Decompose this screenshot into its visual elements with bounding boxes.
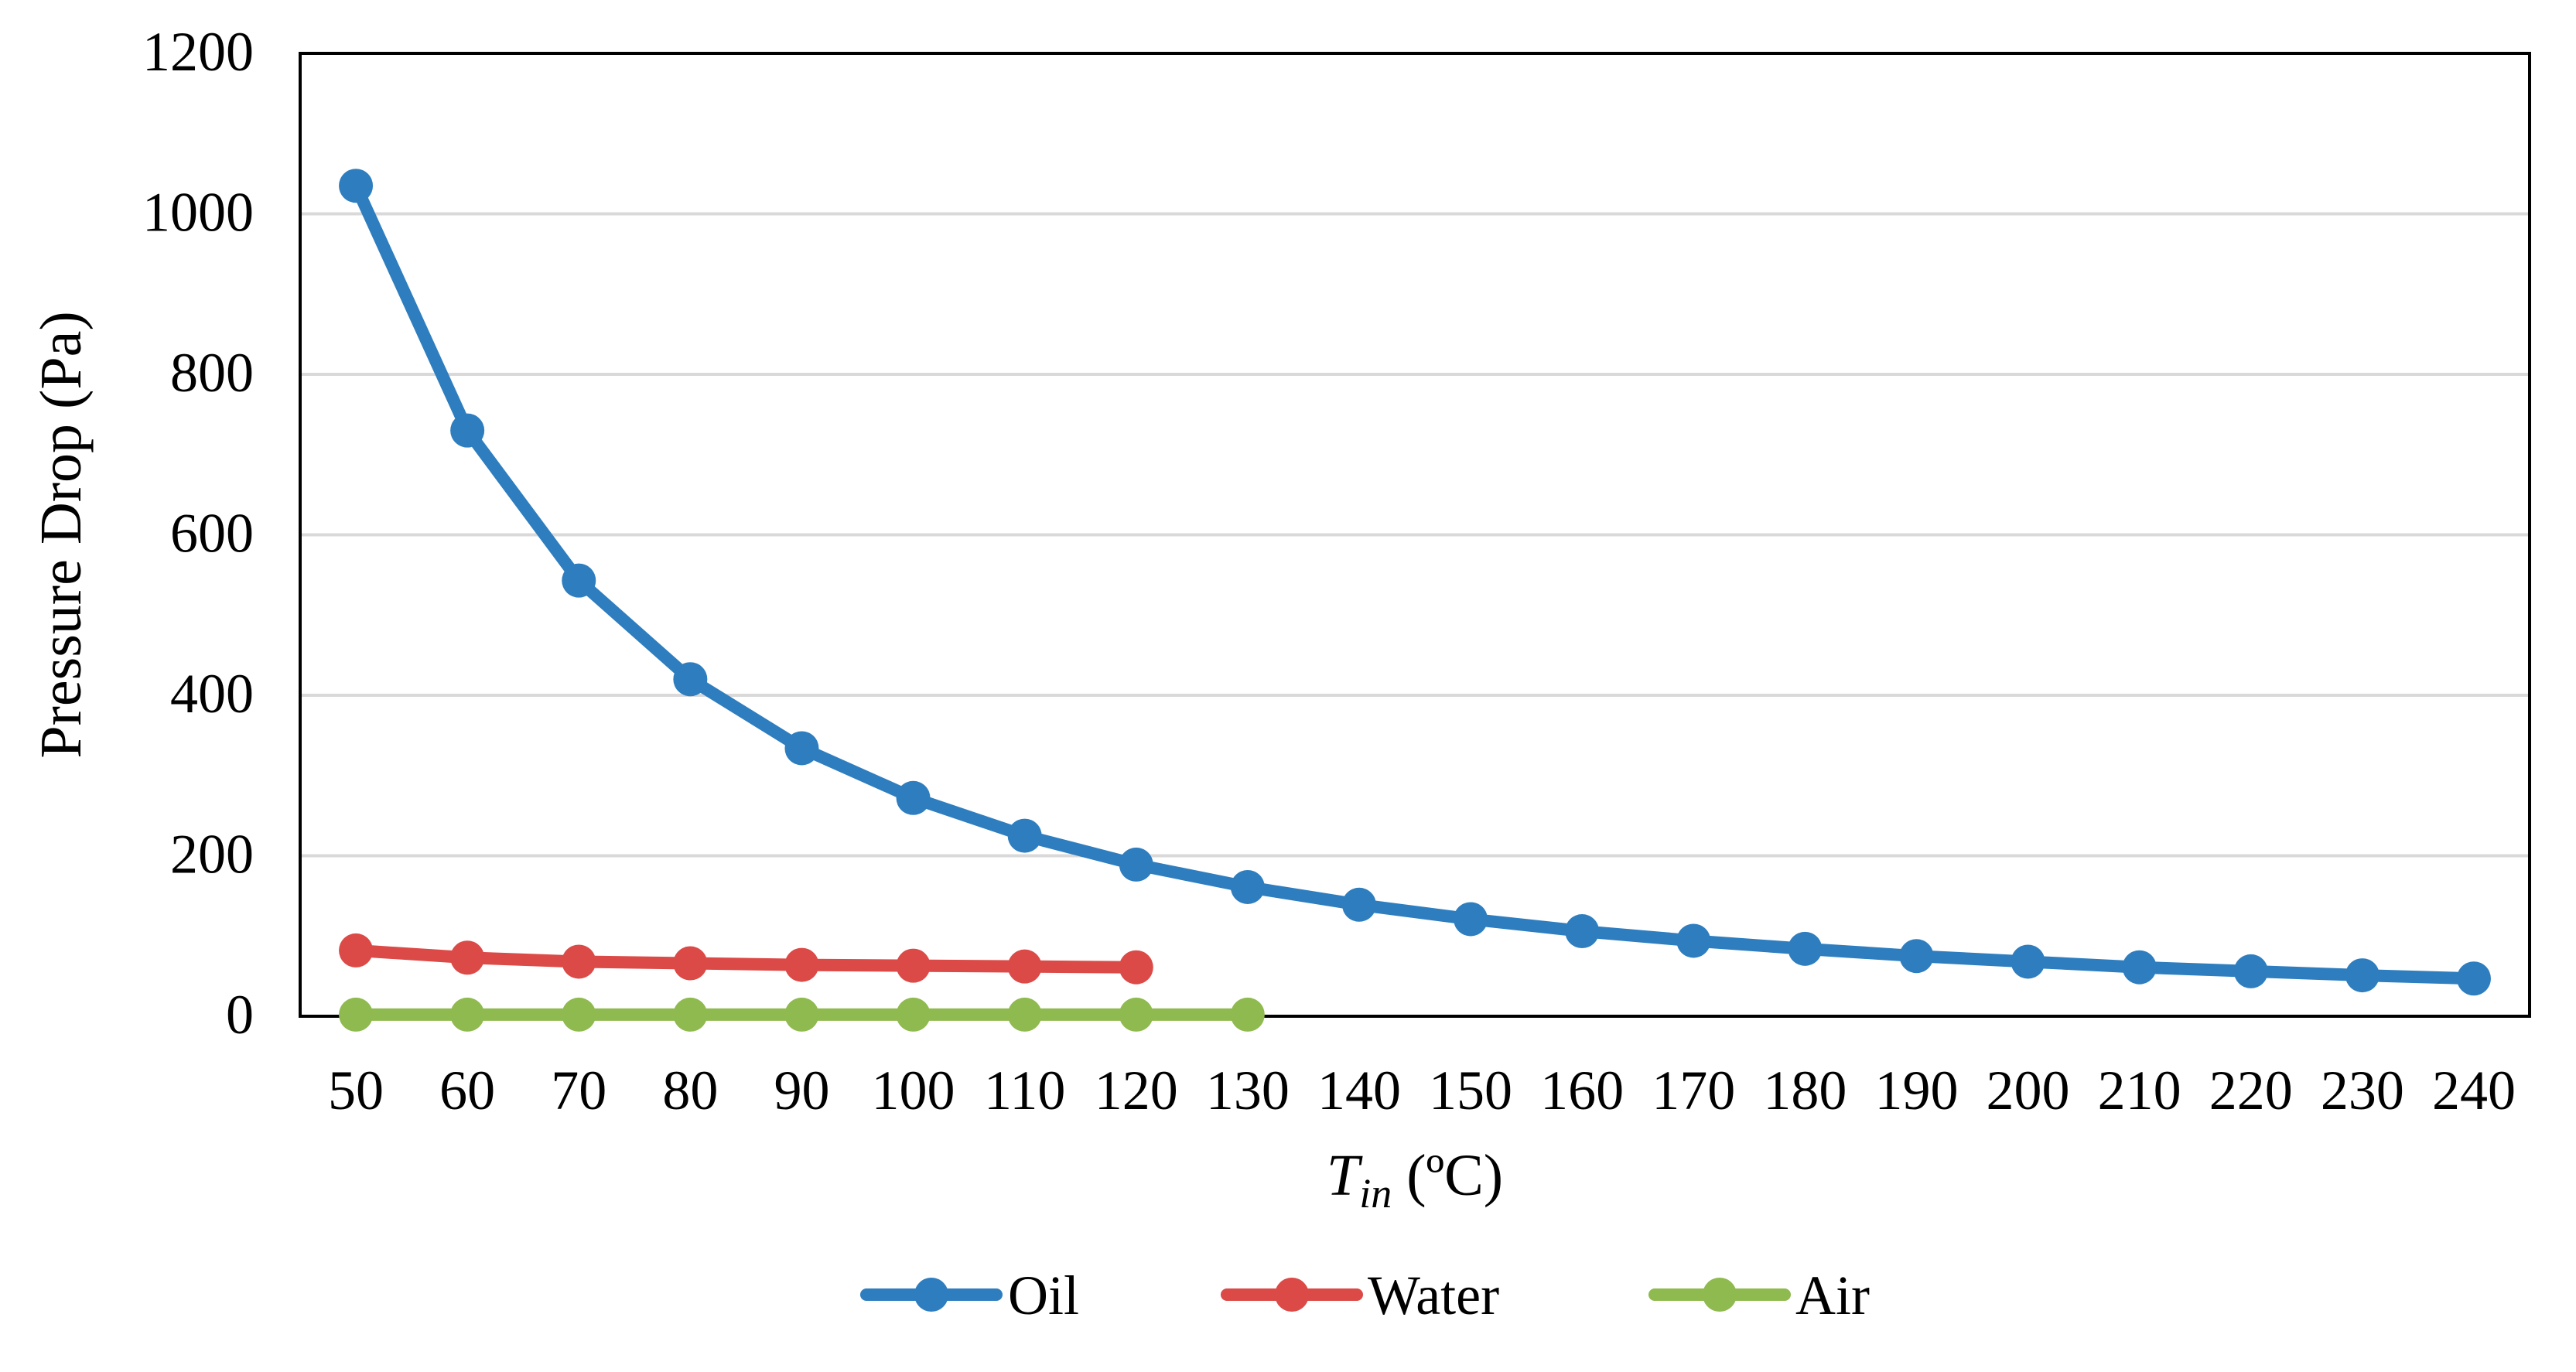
legend-marker-oil (914, 1278, 948, 1312)
legend-label-water: Water (1368, 1264, 1499, 1326)
data-point-oil (2011, 944, 2045, 979)
x-tick-label: 100 (872, 1060, 955, 1121)
data-point-air (339, 997, 374, 1032)
data-point-oil (1676, 923, 1711, 958)
x-tick-label: 130 (1206, 1060, 1290, 1121)
data-point-oil (2233, 954, 2268, 988)
y-tick-label: 0 (226, 984, 254, 1046)
x-tick-label: 60 (439, 1060, 495, 1121)
data-point-oil (2345, 958, 2380, 993)
x-tick-label: 230 (2321, 1060, 2404, 1121)
data-point-air (896, 997, 931, 1032)
series-layer (339, 169, 2491, 1032)
data-point-water (1119, 950, 1153, 985)
data-point-oil (1565, 914, 1600, 949)
data-point-air (450, 997, 485, 1032)
legend-marker-water (1275, 1278, 1309, 1312)
data-point-water (450, 940, 485, 975)
data-point-water (673, 946, 708, 981)
x-axis-title: Tin (ºC) (1327, 1143, 1503, 1217)
data-point-oil (562, 563, 596, 598)
x-tick-label: 210 (2098, 1060, 2181, 1121)
x-axis-title-subscript: in (1359, 1170, 1392, 1217)
data-point-oil (1230, 869, 1265, 904)
plot-area (299, 52, 2531, 1018)
x-tick-label: 50 (328, 1060, 384, 1121)
legend-label-oil: Oil (1008, 1264, 1079, 1326)
x-tick-label: 110 (984, 1060, 1065, 1121)
legend-item-air: Air (1648, 1264, 1870, 1326)
x-tick-label: 70 (551, 1060, 606, 1121)
data-point-oil (1788, 931, 1823, 966)
data-point-oil (450, 413, 485, 448)
x-tick-label: 120 (1095, 1060, 1178, 1121)
y-tick-label: 200 (170, 824, 254, 886)
legend-label-air: Air (1795, 1264, 1870, 1326)
series-air (339, 997, 1265, 1032)
y-tick-label: 1200 (142, 21, 254, 83)
data-point-oil (1341, 887, 1376, 922)
data-point-air (1230, 997, 1265, 1032)
x-axis-title-symbol: T (1327, 1143, 1363, 1208)
data-point-water (784, 947, 819, 982)
x-tick-label: 220 (2209, 1060, 2293, 1121)
x-tick-label: 150 (1429, 1060, 1512, 1121)
data-point-air (1119, 997, 1153, 1032)
y-tick-label: 600 (170, 503, 254, 565)
data-point-air (1007, 997, 1042, 1032)
data-point-air (673, 997, 708, 1032)
x-axis-title-unit: (ºC) (1392, 1143, 1503, 1208)
data-point-water (562, 944, 596, 979)
x-tick-label: 160 (1540, 1060, 1624, 1121)
y-axis-tick-labels: 0 200 400 600 800 1000 1200 (142, 21, 254, 1046)
x-tick-label: 190 (1874, 1060, 1958, 1121)
x-tick-label: 170 (1652, 1060, 1735, 1121)
legend-item-oil: Oil (860, 1264, 1079, 1326)
y-axis-title: Pressure Drop (Pa) (29, 311, 94, 758)
y-tick-label: 400 (170, 663, 254, 725)
x-tick-label: 90 (774, 1060, 829, 1121)
data-point-water (896, 948, 931, 983)
y-tick-label: 1000 (142, 182, 254, 244)
data-point-air (784, 997, 819, 1032)
data-point-oil (2456, 961, 2491, 996)
y-tick-label: 800 (170, 342, 254, 404)
data-point-oil (784, 731, 819, 766)
data-point-water (1007, 949, 1042, 984)
data-point-oil (673, 662, 708, 697)
gridlines (300, 212, 2530, 858)
data-point-oil (1119, 847, 1153, 882)
data-point-water (339, 933, 374, 968)
legend-marker-air (1703, 1278, 1737, 1312)
data-point-air (562, 997, 596, 1032)
x-tick-label: 80 (662, 1060, 718, 1121)
series-line-oil (350, 179, 2480, 985)
x-tick-label: 200 (1987, 1060, 2070, 1121)
data-point-oil (1007, 818, 1042, 853)
series-water (339, 933, 1153, 985)
x-tick-label: 140 (1317, 1060, 1401, 1121)
x-axis-tick-labels: 50 60 70 80 90 100 110 120 130 140 150 160 170 180 190… (328, 1060, 2516, 1121)
data-point-oil (339, 169, 374, 203)
legend: Oil Water Air (860, 1264, 1870, 1326)
data-point-oil (1454, 902, 1488, 937)
legend-item-water: Water (1221, 1264, 1499, 1326)
series-oil (339, 169, 2491, 996)
data-point-oil (2122, 950, 2157, 985)
data-point-oil (1899, 939, 1934, 974)
x-tick-label: 240 (2432, 1060, 2516, 1121)
series-line-water (350, 944, 1143, 974)
data-point-oil (896, 780, 931, 815)
x-tick-label: 180 (1763, 1060, 1847, 1121)
